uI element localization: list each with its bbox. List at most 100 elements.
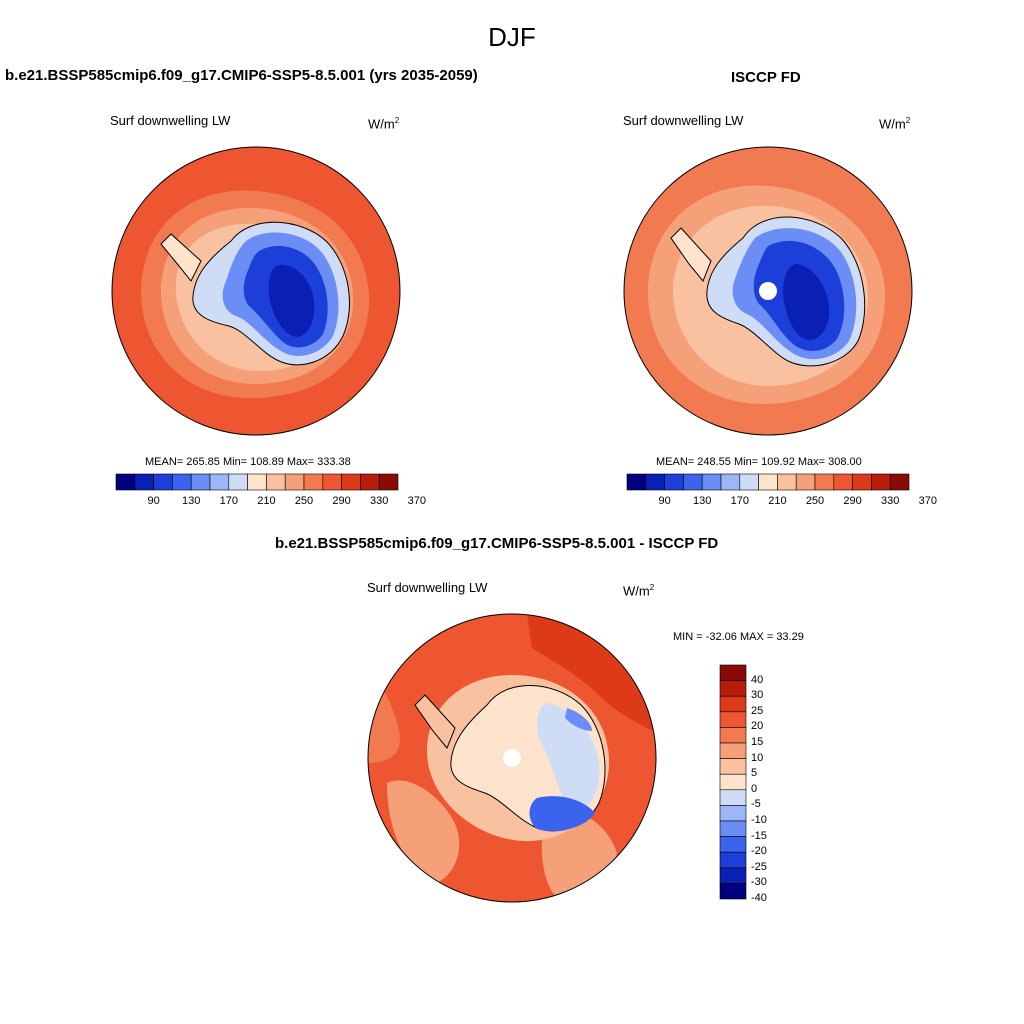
colorbar-tick-label: 20 [751, 720, 764, 733]
colorbar-swatch [115, 473, 136, 491]
panel1-colorbar [115, 473, 399, 491]
panel3-colorbar-ticks: 40 30 25 20 15 10 5 0 -5 -10 -15 -20 -25 -30 -40 [751, 665, 791, 904]
colorbar-swatch [341, 473, 361, 491]
polar-hole [503, 749, 521, 767]
colorbar-tick-label: 250 [805, 495, 825, 507]
colorbar-swatch [719, 742, 747, 759]
colorbar-swatch [719, 883, 747, 900]
colorbar-swatch [871, 473, 891, 491]
colorbar-tick-label: 290 [843, 495, 862, 507]
panel2-stats: MEAN= 248.55 Min= 109.92 Max= 308.00 [656, 456, 862, 468]
colorbar-swatch [889, 473, 910, 491]
panel2-heading: ISCCP FD [731, 69, 801, 86]
colorbar-swatch [719, 805, 747, 822]
panel3-heading: b.e21.BSSP585cmip6.f09_g17.CMIP6-SSP5-8.… [275, 535, 719, 552]
colorbar-tick-label: 210 [768, 495, 787, 507]
colorbar-swatch [795, 473, 816, 491]
colorbar-swatch [719, 867, 747, 884]
colorbar-swatch [720, 473, 741, 491]
panel2-colorbar-ticks: 90 130 170 210 250 290 330 370 [627, 495, 937, 509]
colorbar-swatch [266, 473, 286, 491]
colorbar-tick-label: 330 [881, 495, 900, 507]
colorbar-swatch [719, 664, 747, 681]
colorbar-tick-label: 90 [147, 495, 160, 507]
colorbar-swatch [247, 473, 267, 491]
colorbar-tick-label: 40 [751, 673, 764, 686]
colorbar-tick-label: -25 [751, 860, 767, 873]
panel3-colorbar [719, 664, 747, 900]
colorbar-swatch [719, 789, 747, 806]
colorbar-swatch [719, 711, 747, 728]
colorbar-swatch [719, 727, 747, 744]
colorbar-tick-label: 30 [751, 689, 764, 702]
diff-ocean-cool-patch [387, 780, 460, 883]
colorbar-swatch [172, 473, 192, 491]
colorbar-tick-label: 25 [751, 704, 764, 717]
colorbar-swatch [719, 695, 747, 713]
figure-title: DJF [488, 22, 536, 52]
colorbar-tick-label: 5 [751, 767, 758, 780]
colorbar-tick-label: 90 [658, 495, 671, 507]
colorbar-swatch [626, 473, 647, 491]
colorbar-tick-label: 0 [751, 782, 758, 795]
colorbar-tick-label: 370 [918, 495, 937, 507]
panel3-map [367, 613, 657, 903]
colorbar-swatch [719, 680, 747, 697]
colorbar-swatch [153, 473, 173, 491]
colorbar-tick-label: -40 [751, 892, 767, 904]
diff-land-cool-2 [529, 796, 595, 832]
colorbar-tick-label: 10 [751, 751, 764, 764]
colorbar-tick-label: -10 [751, 814, 767, 826]
panel1-units: W/m2 [368, 116, 400, 132]
colorbar-swatch [719, 836, 747, 853]
colorbar-tick-label: -30 [751, 876, 767, 889]
peninsula [670, 227, 712, 282]
colorbar-swatch [852, 473, 872, 491]
panel2-colorbar [626, 473, 910, 491]
colorbar-swatch [758, 473, 778, 491]
panel2-variable: Surf downwelling LW [623, 113, 744, 128]
colorbar-tick-label: -15 [751, 829, 767, 842]
panel1-colorbar-ticks: 90 130 170 210 250 290 330 370 [116, 495, 426, 509]
colorbar-swatch [833, 473, 853, 491]
colorbar-tick-label: 250 [294, 495, 314, 507]
colorbar-swatch [360, 473, 380, 491]
panel2-map [623, 146, 913, 436]
colorbar-swatch [683, 473, 703, 491]
peninsula [160, 233, 202, 282]
colorbar-swatch [719, 758, 747, 775]
land-cold-3 [268, 265, 315, 337]
colorbar-tick-label: 290 [332, 495, 351, 507]
panel3-stats: MIN = -32.06 MAX = 33.29 [673, 631, 804, 643]
polar-hole [759, 282, 777, 300]
colorbar-swatch [322, 473, 342, 491]
colorbar-tick-label: 130 [693, 495, 712, 507]
panel2-units: W/m2 [879, 116, 911, 132]
colorbar-swatch [814, 473, 835, 491]
colorbar-tick-label: 210 [257, 495, 276, 507]
colorbar-swatch [190, 473, 211, 491]
colorbar-swatch [719, 820, 747, 837]
peninsula [414, 694, 456, 749]
colorbar-swatch [378, 473, 399, 491]
colorbar-tick-label: 370 [407, 495, 426, 507]
colorbar-tick-label: -20 [751, 845, 767, 858]
colorbar-swatch [719, 773, 747, 791]
colorbar-tick-label: 170 [730, 495, 749, 507]
colorbar-tick-label: 170 [219, 495, 238, 507]
colorbar-swatch [719, 851, 747, 869]
colorbar-swatch [664, 473, 684, 491]
panel3-variable: Surf downwelling LW [367, 580, 488, 595]
diff-land-cool-1 [537, 703, 600, 818]
colorbar-tick-label: 330 [370, 495, 389, 507]
diff-land-cool-3 [565, 708, 592, 731]
colorbar-swatch [284, 473, 305, 491]
colorbar-tick-label: 15 [751, 736, 764, 748]
colorbar-swatch [303, 473, 324, 491]
colorbar-swatch [209, 473, 230, 491]
colorbar-swatch [701, 473, 722, 491]
panel1-stats: MEAN= 265.85 Min= 108.89 Max= 333.38 [145, 456, 351, 468]
land-cold-3 [783, 264, 830, 340]
colorbar-swatch [228, 473, 248, 491]
colorbar-swatch [134, 473, 154, 491]
